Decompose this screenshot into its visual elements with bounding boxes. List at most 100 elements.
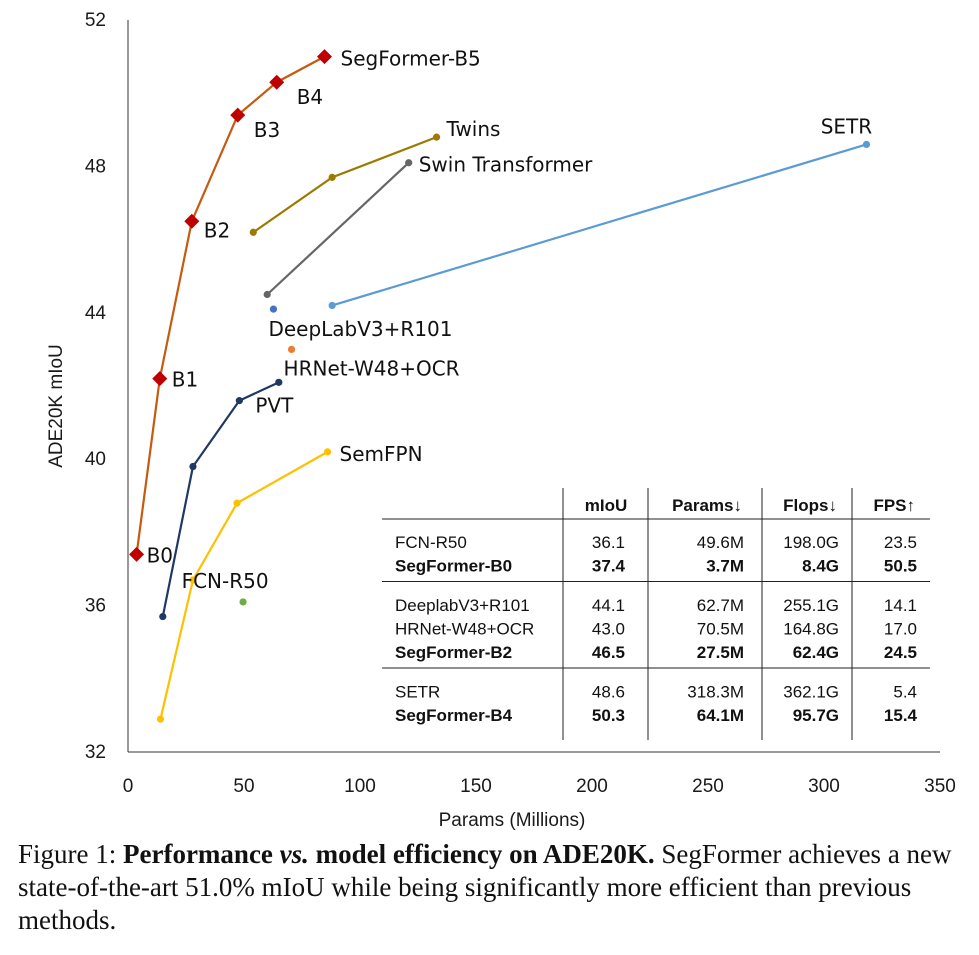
table-cell-flops: 255.1G <box>783 596 839 615</box>
table-cell-params: 49.6M <box>697 533 744 552</box>
point-twins <box>328 173 336 181</box>
caption-bold-italic: vs. <box>279 839 309 869</box>
table-cell-params: 27.5M <box>697 643 744 662</box>
point-semfpn <box>156 715 165 723</box>
point-label-fcn-r50: FCN-R50 <box>182 569 269 593</box>
table-cell-fps: 17.0 <box>884 620 917 639</box>
table-cell-fps: 14.1 <box>884 596 917 615</box>
x-tick-label: 150 <box>460 776 492 797</box>
table-cell-miou: 43.0 <box>592 620 625 639</box>
y-tick-label: 40 <box>85 449 106 470</box>
table-cell-params: 318.3M <box>687 683 744 702</box>
table-cell-name: DeeplabV3+R101 <box>395 596 530 615</box>
table-header-cell: Flops↓ <box>783 496 837 515</box>
point-setr <box>328 301 336 310</box>
table-cell-fps: 15.4 <box>884 706 918 725</box>
point-labels: B0 B1 B2 B3 B4 SegFormer-B5 Twins Swin Transfor… <box>147 47 873 593</box>
table-cell-flops: 198.0G <box>783 533 839 552</box>
point-label-segformer: SegFormer-B5 <box>341 47 481 71</box>
table-cell-fps: 23.5 <box>884 533 917 552</box>
table-cell-flops: 95.7G <box>793 706 839 725</box>
y-tick-label: 36 <box>85 596 106 617</box>
point-twins <box>432 133 441 141</box>
point-hrnet-w48-ocr <box>287 345 296 353</box>
point-label-deeplabv3-r101: DeepLabV3+R101 <box>268 317 452 341</box>
table-cell-flops: 164.8G <box>783 620 839 639</box>
point-segformer <box>152 371 168 387</box>
caption-bold-1: Performance <box>123 839 280 869</box>
series-line-pvt <box>161 381 280 617</box>
point-segformer <box>230 107 246 123</box>
x-tick-label: 100 <box>344 776 376 797</box>
x-tick-label: 200 <box>576 776 608 797</box>
table-cell-name: SETR <box>395 683 440 702</box>
table-cell-miou: 48.6 <box>592 683 625 702</box>
point-deeplabv3-r101 <box>269 305 278 313</box>
point-segformer <box>317 49 333 65</box>
caption-bold-2: model efficiency on ADE20K. <box>308 839 655 869</box>
x-tick-label: 0 <box>123 776 134 797</box>
point-label-pvt: PVT <box>255 394 294 418</box>
table-header-cell: mIoU <box>585 496 628 515</box>
series-layer <box>129 49 871 723</box>
x-tick-label: 300 <box>808 776 840 797</box>
table-cell-params: 3.7M <box>706 557 744 576</box>
table-cell-miou: 36.1 <box>592 533 625 552</box>
point-label-swin-transformer: Swin Transformer <box>419 153 593 177</box>
point-semfpn <box>233 499 241 507</box>
series-line-setr <box>331 143 867 307</box>
point-swin-transformer <box>263 290 271 299</box>
table-cell-name: SegFormer-B4 <box>395 706 513 725</box>
chart: 32 36 40 44 48 52 0 50 100 150 200 250 300 350 Params … <box>46 10 956 831</box>
point-pvt <box>189 462 197 471</box>
table-header-cell: FPS↑ <box>873 496 915 515</box>
point-label-segformer: B3 <box>254 118 280 142</box>
series-line-swin-transformer <box>266 161 410 296</box>
point-semfpn <box>189 576 197 584</box>
point-label-segformer: B4 <box>297 85 323 109</box>
figure-caption: Figure 1: Performance vs. model efficien… <box>18 838 968 937</box>
point-label-hrnet-w48-ocr: HRNet-W48+OCR <box>284 356 460 380</box>
series-line-segformer <box>135 55 326 555</box>
point-label-semfpn: SemFPN <box>340 442 423 466</box>
table-cell-miou: 37.4 <box>592 557 626 576</box>
table-cell-params: 64.1M <box>697 706 744 725</box>
point-pvt <box>275 378 283 386</box>
table-header-cell: Params↓ <box>672 496 742 515</box>
point-semfpn <box>323 448 332 456</box>
table-cell-params: 62.7M <box>697 596 744 615</box>
comparison-table: mIoU Params↓ Flops↓ FPS↑ FCN-R50 36.1 49.6M 198… <box>382 488 930 740</box>
y-tick-label: 48 <box>85 156 106 177</box>
point-setr <box>862 140 871 149</box>
point-label-segformer: B0 <box>147 543 173 567</box>
point-label-segformer: B2 <box>204 218 230 242</box>
series-line-twins <box>252 136 437 234</box>
point-label-segformer: B1 <box>172 368 198 392</box>
point-twins <box>249 228 257 236</box>
table-cell-flops: 62.4G <box>793 643 839 662</box>
table-cell-flops: 362.1G <box>783 683 839 702</box>
table-cell-flops: 8.4G <box>802 557 839 576</box>
table-cell-fps: 5.4 <box>893 683 917 702</box>
point-pvt <box>235 397 243 405</box>
x-tick-label: 250 <box>692 776 724 797</box>
y-tick-label: 44 <box>85 303 107 324</box>
point-label-twins: Twins <box>446 117 501 141</box>
point-swin-transformer <box>405 159 413 167</box>
table-cell-miou: 50.3 <box>592 706 625 725</box>
table-cell-miou: 44.1 <box>592 596 625 615</box>
caption-label: Figure 1: <box>18 839 123 869</box>
table-cell-name: SegFormer-B0 <box>395 557 512 576</box>
point-fcn-r50 <box>239 598 247 606</box>
y-tick-label: 32 <box>85 742 106 763</box>
point-segformer <box>129 546 145 562</box>
y-tick-label: 52 <box>85 10 106 31</box>
table-cell-name: SegFormer-B2 <box>395 643 512 662</box>
x-axis-label: Params (Millions) <box>439 810 586 831</box>
axes: 32 36 40 44 48 52 0 50 100 150 200 250 300 350 Params … <box>46 10 956 831</box>
table-cell-params: 70.5M <box>697 620 744 639</box>
series-line-semfpn <box>159 450 329 720</box>
table-cell-miou: 46.5 <box>592 643 625 662</box>
table-cell-name: FCN-R50 <box>395 533 467 552</box>
table-cell-name: HRNet-W48+OCR <box>395 620 534 639</box>
